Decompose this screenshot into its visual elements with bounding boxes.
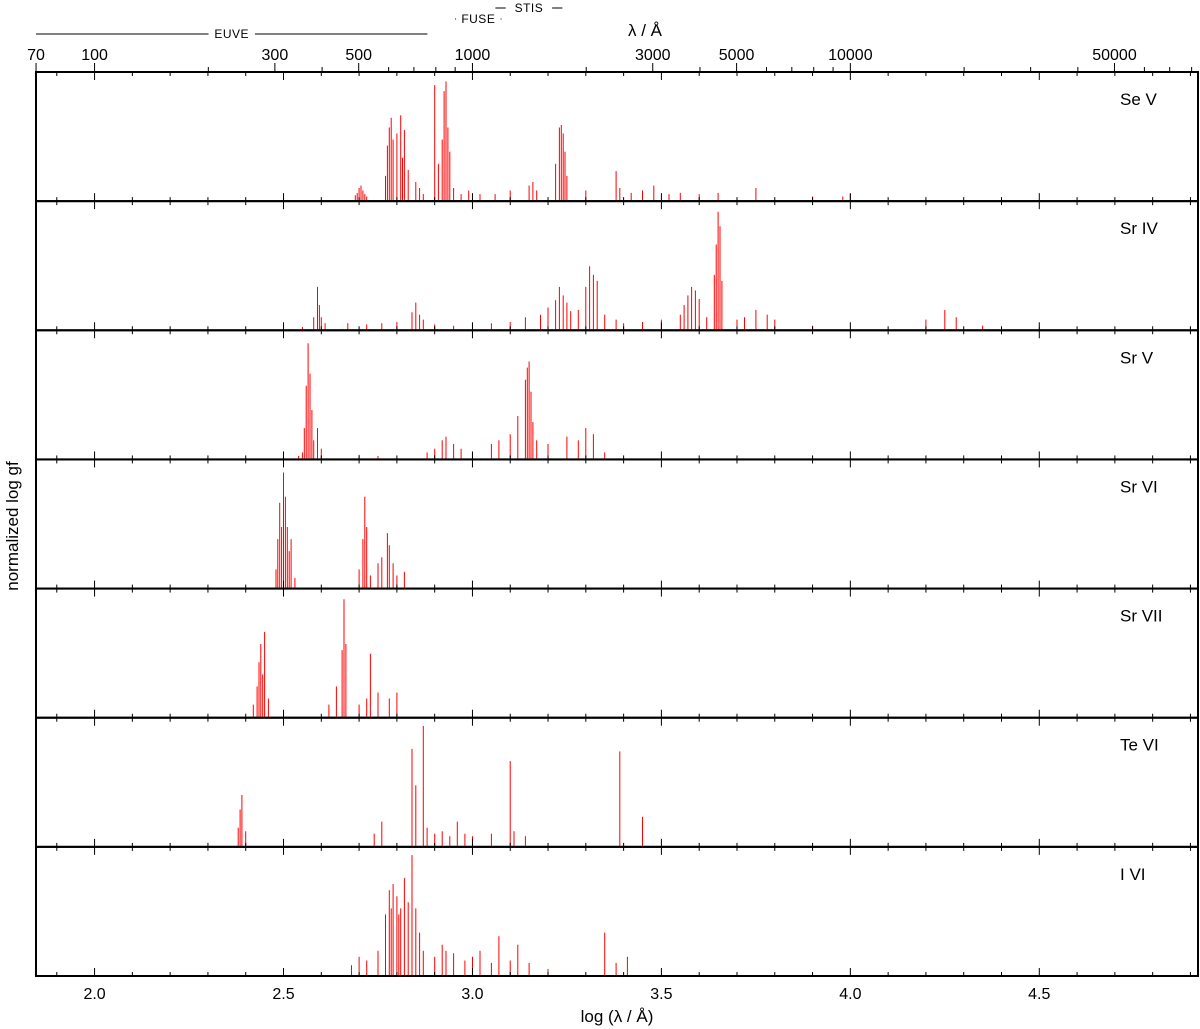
top-axis-title: λ / Å [628, 21, 663, 40]
panel-frame [35, 458, 1199, 590]
bottom-tick-label: 2.5 [272, 986, 294, 1003]
panel-3: Sr V [35, 329, 1199, 461]
panel-5: Sr VII [35, 587, 1199, 719]
panels: Se V Sr IV Sr V Sr VI Sr VII Te VI I VI [35, 71, 1199, 977]
instrument-euve: EUVE [36, 27, 428, 41]
bottom-tick-label: 4.5 [1028, 986, 1050, 1003]
panel-label: Sr VII [1120, 607, 1163, 626]
top-tick-label: 1000 [455, 47, 491, 64]
instrument-label: FUSE [461, 12, 495, 26]
panel-frame [35, 587, 1199, 719]
panel-label: Te VI [1120, 736, 1159, 755]
panel-frame [35, 716, 1199, 848]
panel-7: I VI [35, 845, 1199, 977]
y-axis-title: normalized log gf [3, 461, 22, 591]
top-tick-label: 100 [81, 47, 108, 64]
instrument-ranges: EUVE FUSE STIS [36, 1, 563, 41]
panel-1: Se V [35, 71, 1199, 203]
instrument-label: EUVE [214, 27, 249, 41]
top-tick-label: 5000 [719, 47, 755, 64]
panel-label: Sr VI [1120, 477, 1158, 496]
panel-label: Se V [1120, 90, 1158, 109]
panel-4: Sr VI [35, 458, 1199, 590]
instrument-label: STIS [515, 1, 544, 15]
top-tick-label: 500 [345, 47, 372, 64]
panel-6: Te VI [35, 716, 1199, 848]
bottom-axis: 2.0 2.5 3.0 3.5 4.0 4.5 [83, 986, 1050, 1003]
bottom-tick-label: 3.0 [461, 986, 483, 1003]
top-tick-label: 10000 [828, 47, 873, 64]
top-tick-label: 300 [262, 47, 289, 64]
top-tick-label: 3000 [635, 47, 671, 64]
top-axis: 70 100 300 500 1000 3000 5000 10000 50000 [27, 47, 1193, 72]
panel-frame [35, 200, 1199, 332]
panel-label: Sr IV [1120, 219, 1158, 238]
panel-frame [35, 71, 1199, 203]
bottom-tick-label: 2.0 [83, 986, 105, 1003]
panel-frame [35, 329, 1199, 461]
panel-frame [35, 845, 1199, 977]
x-axis-title: log (λ / Å) [581, 1007, 654, 1026]
panel-label: I VI [1120, 865, 1146, 884]
top-tick-label: 70 [27, 47, 45, 64]
instrument-fuse: FUSE [455, 12, 502, 26]
panel-label: Sr V [1120, 348, 1154, 367]
bottom-tick-label: 4.0 [839, 986, 861, 1003]
instrument-stis: STIS [495, 1, 563, 15]
bottom-tick-label: 3.5 [650, 986, 672, 1003]
panel-2: Sr IV [35, 200, 1199, 332]
top-tick-label: 50000 [1092, 47, 1137, 64]
